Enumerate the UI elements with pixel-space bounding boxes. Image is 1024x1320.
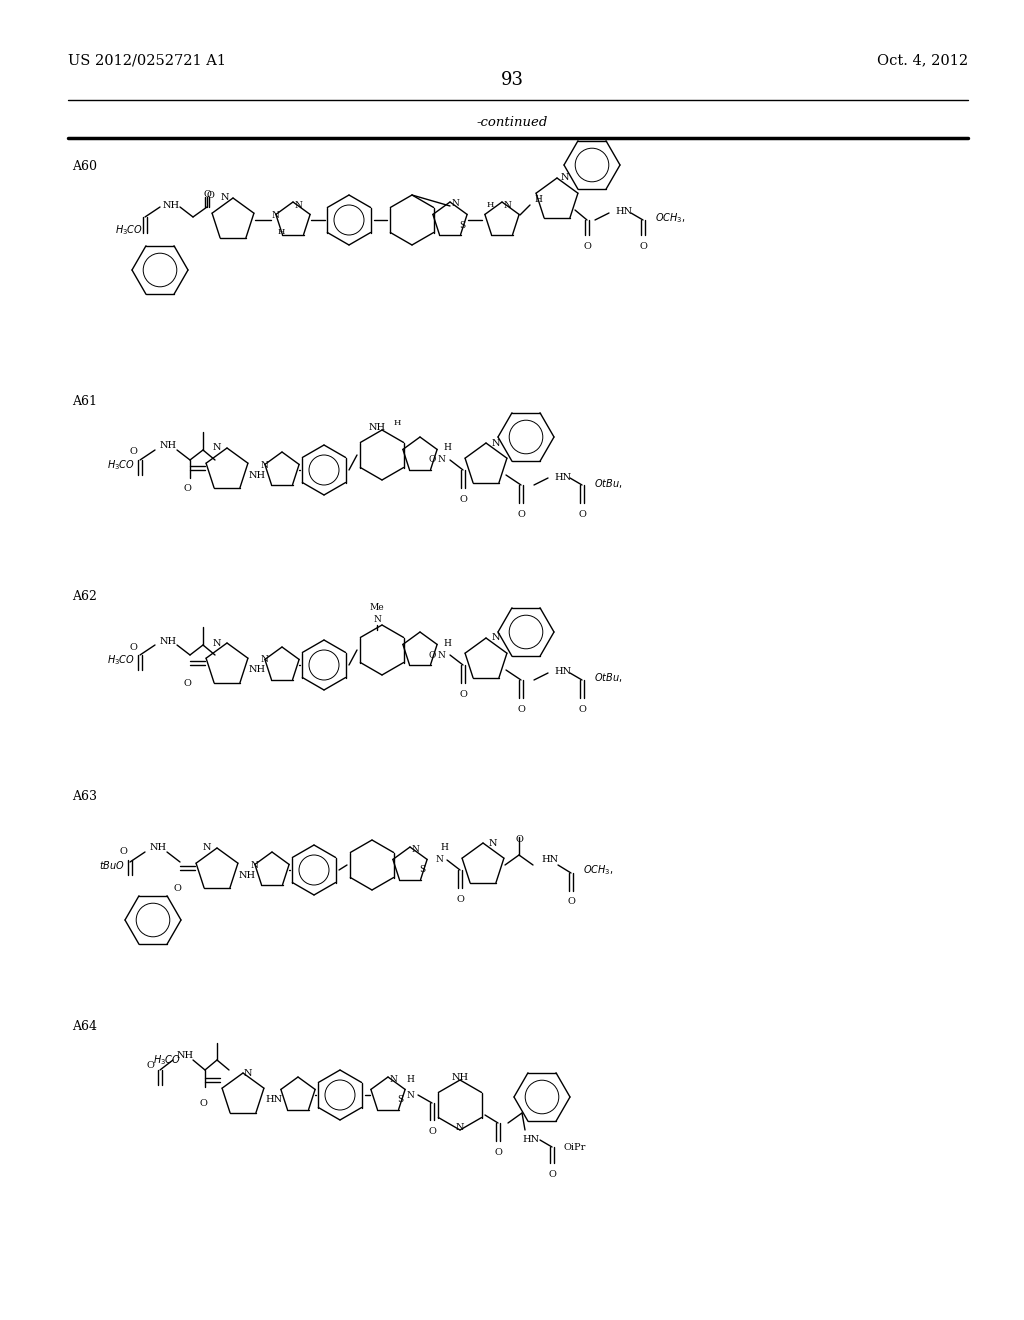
Text: O: O [579, 510, 586, 519]
Text: $H_3CO$: $H_3CO$ [106, 653, 135, 667]
Text: O: O [428, 1127, 436, 1137]
Text: O: O [517, 705, 525, 714]
Text: A61: A61 [72, 395, 97, 408]
Text: HN: HN [615, 207, 632, 216]
Text: N: N [271, 210, 279, 219]
Text: $H_3CO$: $H_3CO$ [153, 1053, 181, 1067]
Text: NH: NH [150, 843, 167, 853]
Text: NH: NH [163, 201, 180, 210]
Text: N: N [260, 656, 268, 664]
Text: O: O [203, 190, 211, 199]
Text: A64: A64 [72, 1020, 97, 1034]
Text: N: N [435, 855, 442, 865]
Text: N: N [456, 1122, 464, 1131]
Text: O: O [183, 484, 190, 492]
Text: S: S [459, 220, 465, 230]
Text: N: N [411, 845, 419, 854]
Text: N: N [438, 455, 445, 465]
Text: NH: NH [249, 470, 266, 479]
Text: $H_3CO$: $H_3CO$ [115, 223, 143, 236]
Text: O: O [639, 242, 647, 251]
Text: H: H [534, 195, 542, 205]
Text: N: N [503, 201, 511, 210]
Text: O: O [119, 847, 127, 857]
Text: N: N [213, 444, 221, 453]
Text: H: H [440, 843, 447, 853]
Text: N: N [294, 202, 302, 210]
Text: O: O [548, 1170, 556, 1179]
Text: O: O [494, 1148, 502, 1158]
Text: -continued: -continued [476, 116, 548, 128]
Text: O: O [428, 651, 435, 660]
Text: HN: HN [554, 473, 571, 482]
Text: O: O [517, 510, 525, 519]
Text: Me: Me [370, 603, 384, 612]
Text: H: H [407, 1076, 414, 1085]
Text: O: O [459, 690, 467, 700]
Text: N: N [407, 1090, 414, 1100]
Text: H: H [486, 201, 494, 209]
Text: N: N [250, 861, 258, 870]
Text: H: H [393, 418, 400, 426]
Text: US 2012/0252721 A1: US 2012/0252721 A1 [68, 53, 226, 67]
Text: S: S [419, 866, 425, 874]
Text: HN: HN [265, 1096, 283, 1105]
Text: N: N [389, 1074, 397, 1084]
Text: HN: HN [522, 1135, 539, 1144]
Text: O: O [183, 678, 190, 688]
Text: A63: A63 [72, 789, 97, 803]
Text: O: O [428, 455, 435, 465]
Text: Oct. 4, 2012: Oct. 4, 2012 [877, 53, 968, 67]
Text: O: O [567, 898, 574, 906]
Text: $OCH_3,$: $OCH_3,$ [583, 863, 613, 876]
Text: O: O [129, 447, 137, 457]
Text: N: N [488, 838, 498, 847]
Text: O: O [146, 1060, 154, 1069]
Text: HN: HN [541, 855, 558, 865]
Text: N: N [244, 1068, 252, 1077]
Text: O: O [129, 643, 137, 652]
Text: HN: HN [554, 668, 571, 676]
Text: O: O [583, 242, 591, 251]
Text: N: N [451, 199, 459, 209]
Text: N: N [373, 615, 381, 624]
Text: $OCH_3,$: $OCH_3,$ [655, 211, 686, 224]
Text: H: H [278, 228, 285, 236]
Text: N: N [260, 461, 268, 470]
Text: 93: 93 [501, 71, 523, 88]
Text: O: O [199, 1100, 207, 1107]
Text: $tBuO$: $tBuO$ [99, 859, 125, 871]
Text: N: N [561, 173, 569, 182]
Text: O: O [515, 836, 523, 843]
Text: O: O [173, 884, 181, 894]
Text: NH: NH [452, 1072, 469, 1081]
Text: H: H [443, 639, 451, 648]
Text: NH: NH [160, 441, 177, 450]
Text: $H_3CO$: $H_3CO$ [106, 458, 135, 471]
Text: NH: NH [249, 665, 266, 675]
Text: OiPr: OiPr [564, 1143, 587, 1151]
Text: O: O [206, 190, 214, 199]
Text: N: N [203, 843, 211, 853]
Text: N: N [438, 651, 445, 660]
Text: N: N [213, 639, 221, 648]
Text: O: O [579, 705, 586, 714]
Text: N: N [221, 194, 229, 202]
Text: NH: NH [239, 870, 256, 879]
Text: A60: A60 [72, 160, 97, 173]
Text: NH: NH [369, 422, 386, 432]
Text: O: O [459, 495, 467, 504]
Text: H: H [443, 444, 451, 453]
Text: NH: NH [160, 636, 177, 645]
Text: $OtBu,$: $OtBu,$ [594, 672, 623, 685]
Text: N: N [492, 438, 501, 447]
Text: N: N [492, 634, 501, 643]
Text: NH: NH [177, 1051, 195, 1060]
Text: $OtBu,$: $OtBu,$ [594, 477, 623, 490]
Text: O: O [456, 895, 464, 904]
Text: A62: A62 [72, 590, 97, 603]
Text: S: S [397, 1096, 403, 1105]
